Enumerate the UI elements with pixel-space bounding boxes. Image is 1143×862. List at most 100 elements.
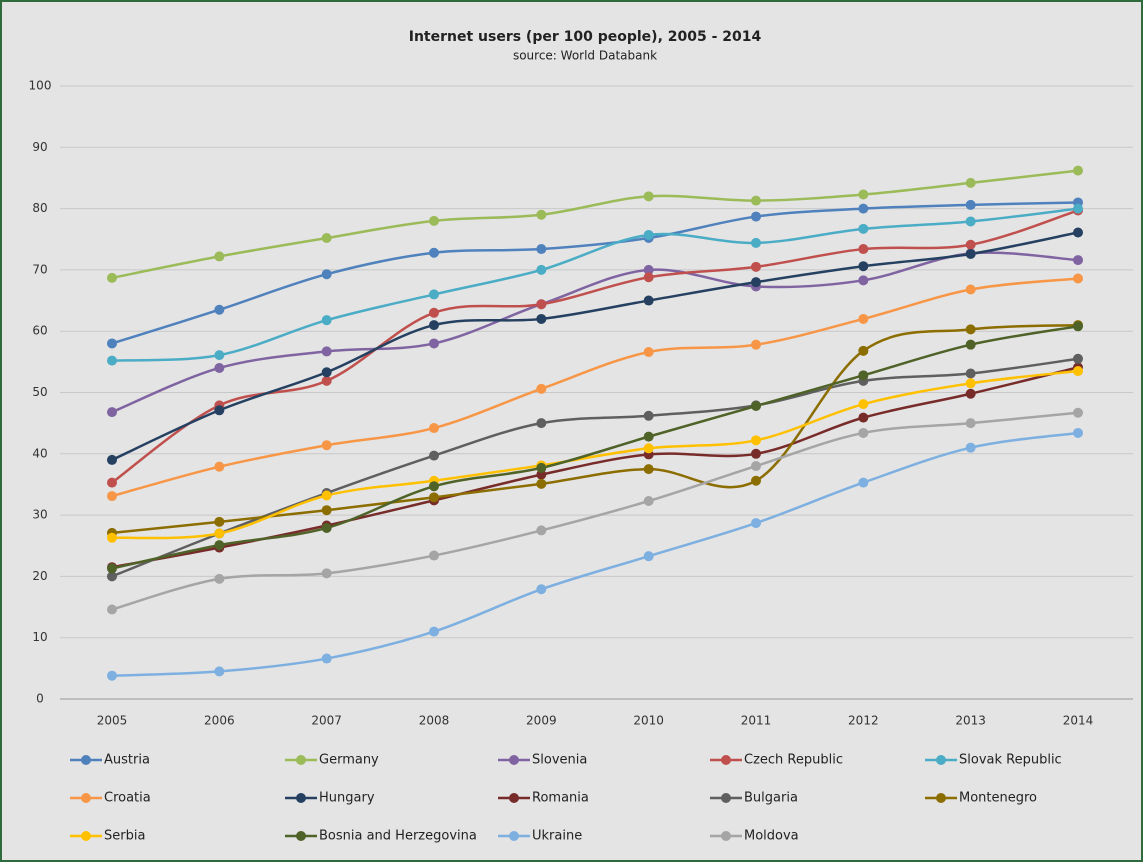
data-point: [965, 239, 976, 250]
data-point: [429, 307, 439, 318]
data-point: [965, 388, 976, 399]
legend-label: Bosnia and Herzegovina: [319, 829, 477, 844]
data-point: [858, 189, 869, 200]
data-point: [107, 604, 117, 615]
series-line: [111, 431, 1079, 677]
data-point: [321, 653, 332, 664]
legend-marker: [509, 831, 519, 841]
data-point: [1073, 321, 1083, 332]
legend-marker: [721, 755, 731, 765]
data-point: [965, 339, 976, 350]
data-point: [536, 313, 547, 324]
data-point: [643, 272, 654, 283]
data-point: [214, 362, 225, 373]
data-point: [965, 368, 976, 379]
data-point: [1073, 255, 1083, 266]
data-point: [214, 540, 225, 551]
data-point: [429, 247, 439, 258]
chart-title: Internet users (per 100 people), 2005 - …: [409, 29, 762, 45]
data-point: [751, 237, 761, 248]
data-point: [751, 261, 761, 272]
data-point: [643, 431, 654, 442]
data-point: [107, 477, 117, 488]
data-point: [643, 229, 654, 240]
data-point: [536, 244, 547, 255]
legend-marker: [509, 793, 519, 803]
data-point: [107, 670, 117, 681]
legend-marker: [936, 755, 946, 765]
data-point: [1073, 227, 1083, 238]
legend-marker: [296, 793, 306, 803]
data-point: [965, 284, 976, 295]
data-point: [107, 491, 117, 502]
legend-label: Romania: [532, 791, 589, 806]
data-point: [965, 248, 976, 259]
data-point: [643, 410, 654, 421]
legend-label: Czech Republic: [744, 753, 843, 768]
data-point: [107, 338, 117, 349]
data-point: [858, 399, 869, 410]
series-line: [111, 231, 1079, 462]
legend-label: Slovak Republic: [959, 753, 1062, 768]
data-point: [536, 525, 547, 536]
y-tick-label: 70: [32, 262, 47, 276]
y-tick-label: 10: [32, 630, 47, 644]
legend-label: Slovenia: [532, 753, 587, 768]
data-point: [858, 313, 869, 324]
data-point: [1073, 407, 1083, 418]
data-point: [429, 215, 439, 226]
legend-marker: [81, 831, 91, 841]
data-point: [321, 522, 332, 533]
y-tick-label: 50: [32, 385, 47, 399]
data-point: [107, 355, 117, 366]
data-point: [751, 400, 761, 411]
data-point: [751, 475, 761, 486]
y-tick-label: 20: [32, 569, 47, 583]
data-point: [429, 423, 439, 434]
data-point: [321, 367, 332, 378]
data-point: [858, 412, 869, 423]
data-point: [643, 191, 654, 202]
data-point: [321, 269, 332, 280]
legend-marker: [721, 793, 731, 803]
data-point: [858, 427, 869, 438]
data-point: [429, 338, 439, 349]
data-point: [214, 350, 225, 361]
data-point: [107, 532, 117, 543]
data-point: [643, 295, 654, 306]
x-tick-label: 2005: [97, 714, 128, 728]
legend-label: Germany: [319, 753, 379, 768]
series-line: [111, 369, 1079, 540]
data-point: [965, 378, 976, 389]
data-point: [858, 261, 869, 272]
series-line: [111, 323, 1079, 535]
legend-label: Austria: [104, 753, 150, 768]
data-point: [214, 573, 225, 584]
data-point: [643, 464, 654, 475]
data-point: [965, 199, 976, 210]
data-point: [965, 442, 976, 453]
data-point: [751, 435, 761, 446]
legend-marker: [296, 755, 306, 765]
legend-label: Croatia: [104, 791, 151, 806]
legend-marker: [936, 793, 946, 803]
data-point: [321, 505, 332, 516]
data-point: [214, 405, 225, 416]
data-point: [1073, 366, 1083, 377]
series-line: [111, 277, 1079, 498]
data-point: [643, 443, 654, 454]
data-point: [214, 251, 225, 262]
legend-marker: [509, 755, 519, 765]
data-point: [536, 584, 547, 595]
data-point: [858, 244, 869, 255]
data-point: [429, 550, 439, 561]
legend-label: Montenegro: [959, 791, 1037, 806]
data-point: [858, 477, 869, 488]
data-point: [214, 516, 225, 527]
x-tick-label: 2007: [311, 714, 342, 728]
y-tick-label: 30: [32, 508, 47, 522]
x-tick-label: 2010: [633, 714, 664, 728]
data-point: [751, 195, 761, 206]
data-point: [536, 418, 547, 429]
